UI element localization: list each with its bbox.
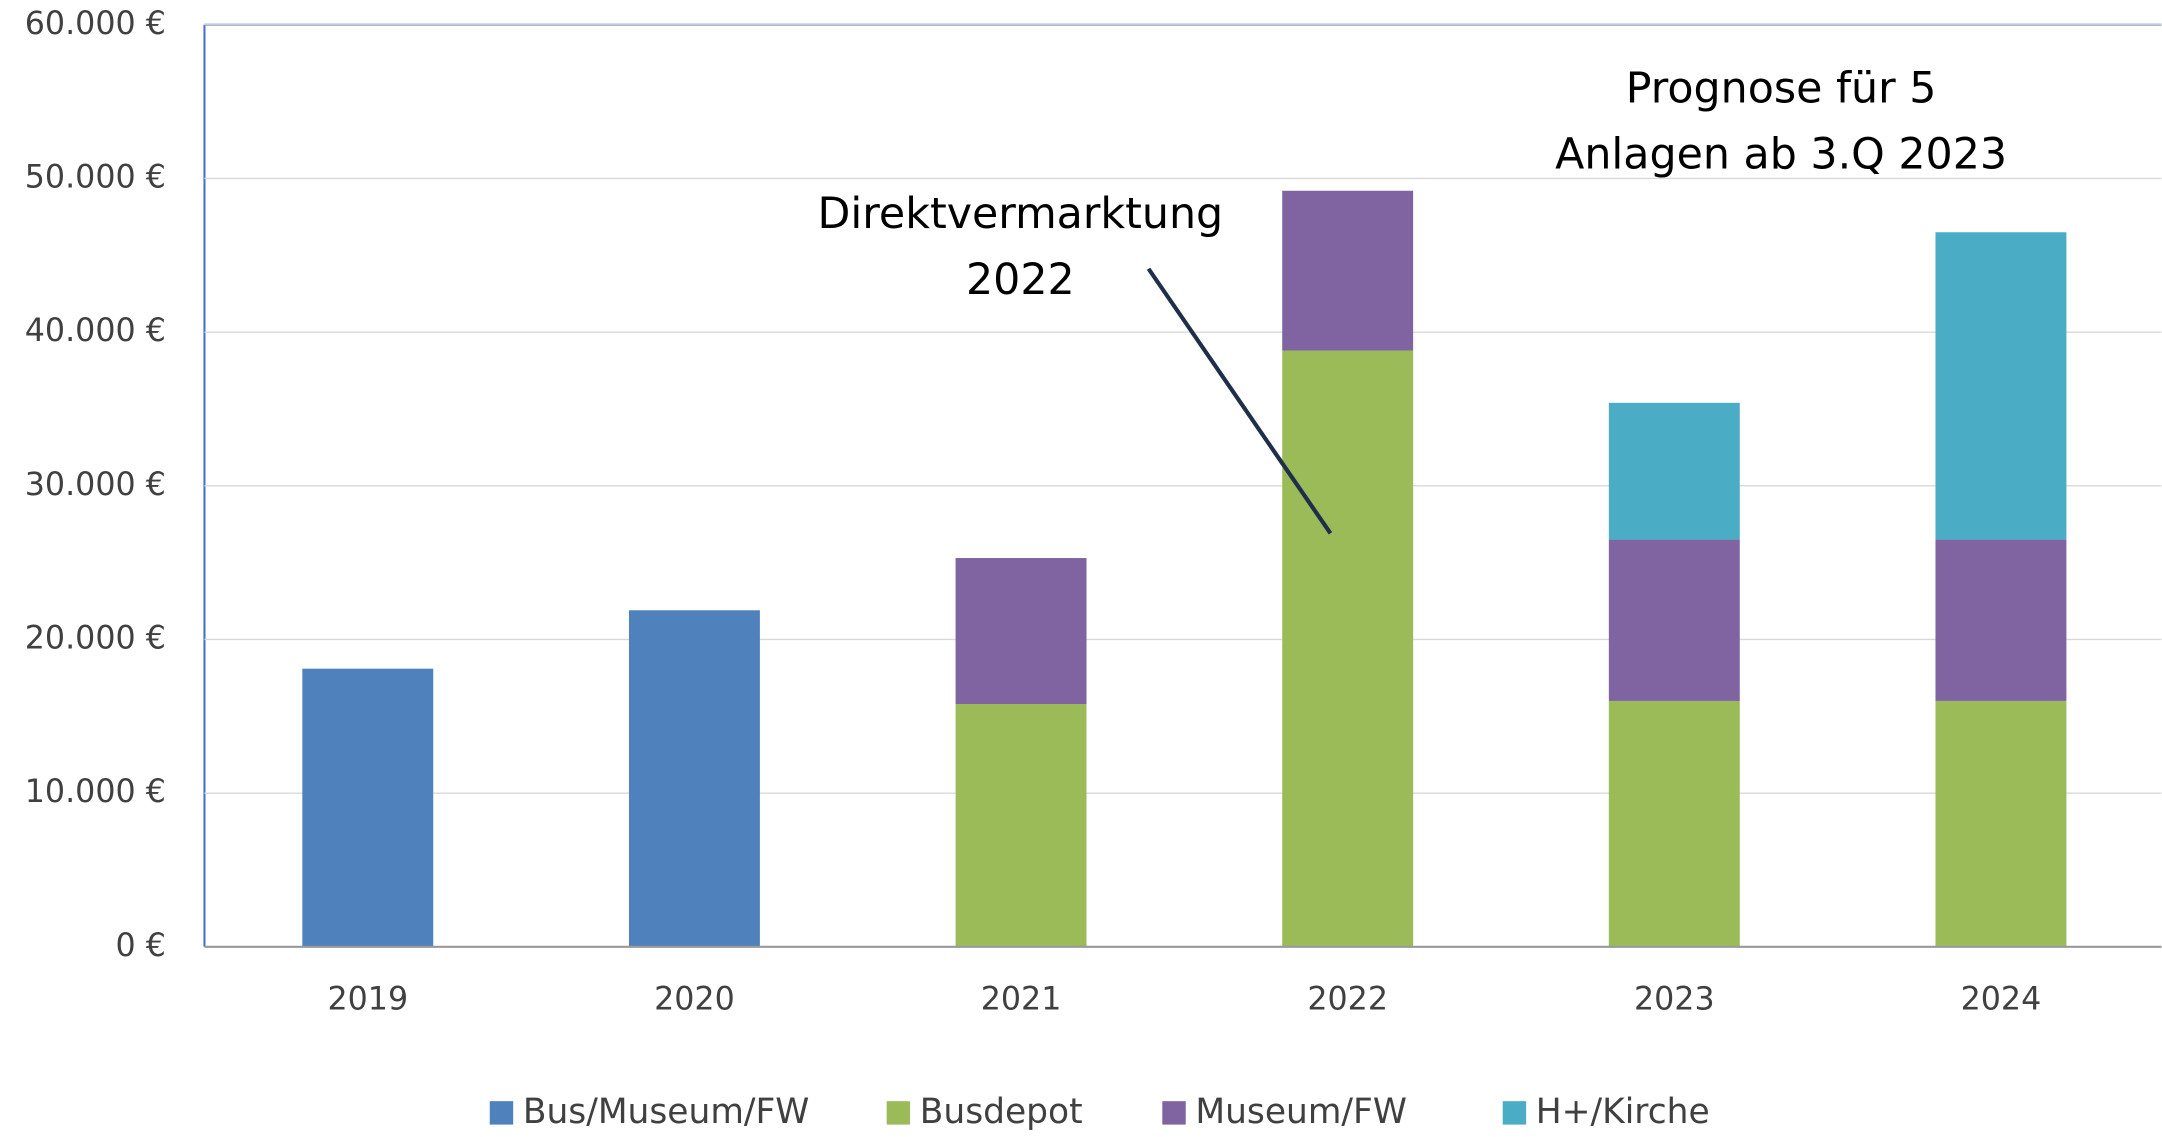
legend-swatch <box>489 1101 514 1125</box>
x-tick-label: 2023 <box>1634 982 1715 1018</box>
annotation: Prognose für 5 <box>1626 63 1937 113</box>
legend-swatch <box>1502 1101 1527 1125</box>
legend-swatch <box>1162 1101 1186 1125</box>
bar-segment <box>1935 539 2067 701</box>
bar-segment <box>1608 402 1740 540</box>
x-tick-label: 2021 <box>981 982 1062 1018</box>
y-tick-label: 30.000 € <box>25 467 166 503</box>
annotation: Anlagen ab 3.Q 2023 <box>1555 130 2007 180</box>
y-tick-label: 40.000 € <box>25 313 166 349</box>
annotation: Direktvermarktung <box>818 189 1224 239</box>
x-tick-label: 2022 <box>1307 982 1388 1018</box>
x-tick-label: 2024 <box>1961 982 2042 1018</box>
bar-segment <box>1608 539 1740 701</box>
bar-segment <box>1935 232 2067 540</box>
y-tick-label: 50.000 € <box>25 159 166 195</box>
y-tick-label: 10.000 € <box>25 774 166 810</box>
bar-segment <box>1282 350 1414 947</box>
bar-segment <box>955 558 1087 705</box>
bar-segment <box>1608 700 1740 947</box>
legend-label: Bus/Museum/FW <box>523 1092 810 1132</box>
bar-segment <box>302 668 434 947</box>
bar-segment <box>1935 700 2067 947</box>
bar-segment <box>628 610 760 947</box>
x-tick-label: 2019 <box>327 982 408 1018</box>
legend-swatch <box>886 1101 911 1125</box>
bar-segment <box>1282 190 1414 351</box>
y-tick-label: 0 € <box>115 928 165 964</box>
x-tick-label: 2020 <box>654 982 735 1018</box>
legend-label: Museum/FW <box>1195 1092 1407 1132</box>
legend-label: Busdepot <box>920 1092 1083 1132</box>
y-tick-label: 60.000 € <box>25 6 166 42</box>
bar-segment <box>955 704 1087 947</box>
annotation: 2022 <box>966 255 1075 305</box>
legend-label: H+/Kirche <box>1536 1092 1710 1132</box>
annotation-arrow <box>1146 267 1333 535</box>
y-tick-label: 20.000 € <box>25 620 166 656</box>
